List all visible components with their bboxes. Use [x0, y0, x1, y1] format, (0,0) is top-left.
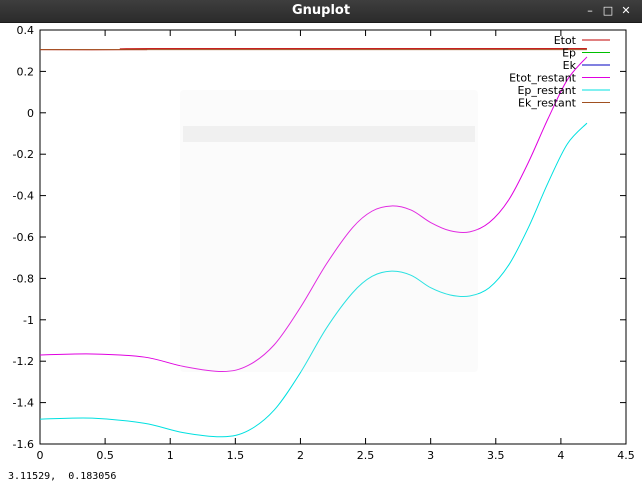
x-tick-label: 2.5 — [357, 449, 375, 462]
y-tick-label: -0.4 — [13, 190, 34, 203]
legend-label: Etot — [554, 34, 577, 47]
y-tick-label: -0.2 — [13, 148, 34, 161]
y-tick-label: 0.2 — [17, 65, 35, 78]
y-tick-label: 0 — [27, 107, 34, 120]
chart-series — [39, 48, 588, 438]
y-tick-labels: 0.4 0.2 0 -0.2 -0.4 -0.6 -0.8 -1 -1.2 -1.4 -1.6 — [13, 24, 34, 451]
y-tick-label: -1 — [23, 314, 34, 327]
close-icon[interactable]: ✕ — [621, 4, 631, 17]
legend-label: Ek — [563, 59, 577, 72]
x-tick-label: 1.5 — [227, 449, 245, 462]
minimize-icon[interactable]: – — [587, 4, 593, 17]
legend-label: Ek_restant — [518, 97, 577, 110]
window-title: Gnuplot — [291, 3, 351, 18]
status-bar: 3.11529, 0.183056 — [0, 468, 642, 486]
x-tick-label: 3.5 — [487, 449, 505, 462]
x-tick-label: 3 — [427, 449, 434, 462]
x-tick-label: 0 — [37, 449, 44, 462]
y-tick-label: -0.8 — [13, 272, 34, 285]
chart-axes — [39, 29, 627, 445]
chart-canvas[interactable]: 0 0.5 1 1.5 2 2.5 3 3.5 4 4.5 0.4 0.2 0 -0.2 -0.4 -0.6… — [0, 22, 642, 468]
maximize-icon[interactable]: □ — [602, 4, 614, 17]
x-tick-label: 4 — [557, 449, 564, 462]
x-tick-label: 1 — [167, 449, 174, 462]
x-tick-labels: 0 0.5 1 1.5 2 2.5 3 3.5 4 4.5 — [37, 449, 635, 462]
window-titlebar[interactable]: Gnuplot – □ ✕ — [0, 0, 642, 23]
y-tick-label: -1.6 — [13, 438, 34, 451]
plot-area[interactable]: 0 0.5 1 1.5 2 2.5 3 3.5 4 4.5 0.4 0.2 0 -0.2 -0.4 -0.6… — [0, 22, 642, 468]
y-tick-label: -0.6 — [13, 231, 34, 244]
legend-label: Ep — [562, 47, 576, 60]
x-tick-label: 4.5 — [617, 449, 635, 462]
legend-label: Etot_restant — [509, 72, 577, 85]
x-tick-label: 2 — [297, 449, 304, 462]
y-tick-label: 0.4 — [17, 24, 35, 37]
legend-label: Ep_restant — [517, 84, 576, 97]
mouse-coordinates: 3.11529, 0.183056 — [8, 471, 117, 482]
y-tick-label: -1.4 — [13, 397, 34, 410]
x-tick-label: 0.5 — [96, 449, 114, 462]
series-line-ep-restant — [39, 122, 588, 438]
y-tick-label: -1.2 — [13, 355, 34, 368]
series-line-etot-restant — [39, 56, 588, 373]
